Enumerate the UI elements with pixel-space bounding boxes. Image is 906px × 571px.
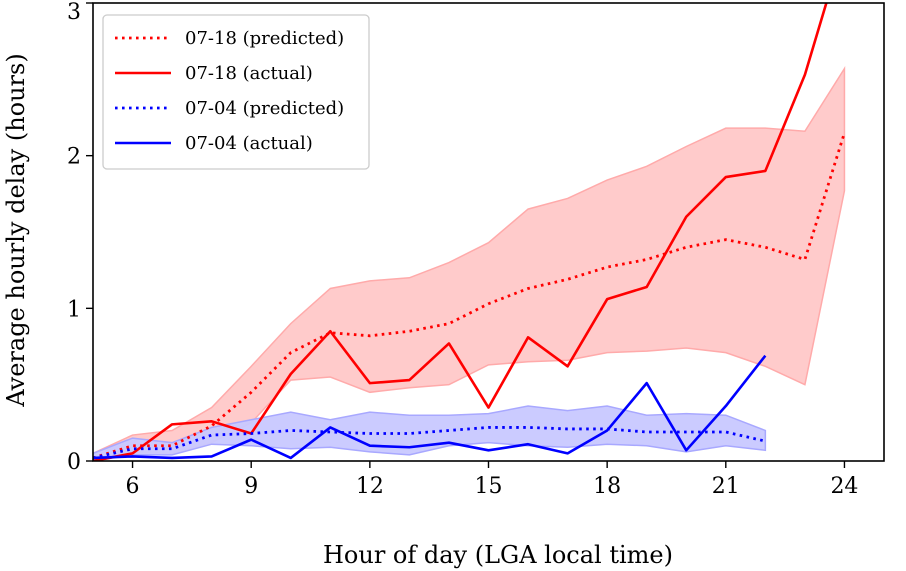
legend-label: 07-04 (actual)	[185, 133, 313, 154]
legend: 07-18 (predicted) 07-18 (actual) 07-04 (pr…	[102, 14, 370, 170]
legend-box	[102, 14, 370, 170]
y-tick-label: 2	[67, 145, 81, 170]
y-tick-label: 3	[67, 0, 81, 25]
y-tick-label: 1	[67, 297, 81, 322]
line-07-18-predicted	[93, 132, 846, 460]
x-tick-label: 24	[830, 474, 858, 499]
legend-label: 07-18 (actual)	[185, 63, 313, 84]
x-tick-label: 15	[475, 474, 503, 499]
line-07-04-actual	[93, 354, 767, 460]
legend-label: 07-04 (predicted)	[185, 98, 344, 119]
x-tick-label: 21	[712, 474, 740, 499]
line-07-18-actual	[93, 3, 828, 461]
y-axis-label: Average hourly delay (hours)	[2, 53, 30, 407]
legend-label: 07-18 (predicted)	[185, 28, 344, 49]
x-axis-ticks: 6 9 12 15 18 21 24	[126, 461, 858, 499]
y-axis-ticks: 0 1 2 3	[67, 0, 93, 475]
x-tick-label: 9	[244, 474, 258, 499]
y-tick-label: 0	[67, 450, 81, 475]
x-tick-label: 6	[126, 474, 140, 499]
x-axis-label: Hour of day (LGA local time)	[323, 541, 673, 569]
x-tick-label: 18	[593, 474, 621, 499]
x-tick-label: 12	[356, 474, 384, 499]
series-lines	[93, 3, 846, 461]
